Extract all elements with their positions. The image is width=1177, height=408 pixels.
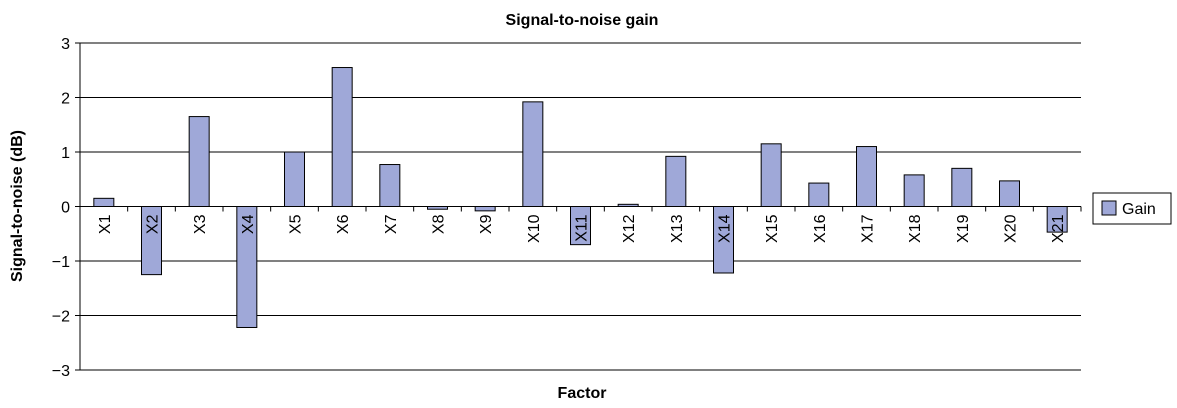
x-axis-title: Factor bbox=[558, 385, 607, 402]
y-tick-label-0: −3 bbox=[52, 363, 70, 380]
legend: Gain bbox=[1092, 192, 1172, 225]
bar-x16 bbox=[808, 182, 830, 208]
bar-x18 bbox=[903, 174, 925, 207]
bar-x6 bbox=[331, 67, 353, 208]
bar-x15 bbox=[760, 143, 782, 207]
x-tick-label-x15: X15 bbox=[764, 214, 781, 243]
x-tick-label-x14: X14 bbox=[717, 214, 734, 243]
x-tick-label-x18: X18 bbox=[907, 214, 924, 243]
x-tick-label-x8: X8 bbox=[431, 214, 448, 234]
bar-x17 bbox=[856, 146, 877, 208]
x-tick-label-x4: X4 bbox=[240, 214, 257, 234]
bar-x1 bbox=[93, 197, 115, 207]
y-axis-title: Signal-to-noise (dB) bbox=[9, 130, 26, 282]
x-tick-label-x10: X10 bbox=[526, 214, 543, 243]
axes bbox=[75, 42, 1082, 371]
x-tick-label-x13: X13 bbox=[669, 214, 686, 243]
bars bbox=[93, 67, 1068, 328]
x-tick-label-x11: X11 bbox=[574, 214, 591, 241]
x-tick-label-x3: X3 bbox=[192, 214, 209, 234]
y-tick-labels: −3 −2 −1 0 1 2 3 bbox=[52, 36, 70, 380]
y-tick-label-6: 3 bbox=[61, 36, 70, 53]
bar-x5 bbox=[284, 151, 305, 207]
x-tick-label-x2: X2 bbox=[145, 214, 162, 234]
bar-x13 bbox=[665, 155, 687, 207]
bar-x19 bbox=[951, 167, 973, 208]
x-tick-label-x1: X1 bbox=[97, 214, 114, 234]
x-tick-label-x21: X21 bbox=[1050, 214, 1067, 243]
bar-x7 bbox=[379, 164, 401, 208]
chart-title: Signal-to-noise gain bbox=[506, 12, 659, 29]
bar-x10 bbox=[522, 101, 544, 207]
x-tick-label-x19: X19 bbox=[955, 214, 972, 243]
x-tick-label-x17: X17 bbox=[860, 214, 877, 243]
y-tick-label-1: −2 bbox=[52, 309, 70, 326]
x-tick-label-x16: X16 bbox=[812, 214, 829, 243]
legend-swatch bbox=[1101, 200, 1117, 216]
x-tick-label-x12: X12 bbox=[621, 214, 638, 243]
bar-x20 bbox=[999, 180, 1020, 207]
x-tick-label-x9: X9 bbox=[478, 214, 495, 234]
x-tick-label-x6: X6 bbox=[335, 214, 352, 234]
y-tick-label-3: 0 bbox=[61, 200, 70, 217]
x-tick-label-x5: X5 bbox=[288, 214, 305, 234]
y-tick-label-2: −1 bbox=[52, 254, 70, 271]
y-tick-label-5: 2 bbox=[61, 91, 70, 108]
x-tick-label-x7: X7 bbox=[383, 214, 400, 234]
y-tick-label-4: 1 bbox=[61, 145, 70, 162]
x-tick-labels: X1 X2 X3 X4 X5 X6 X7 X8 X9 X10 X11 X12 X13 X14 X15 X16 X… bbox=[97, 214, 1067, 243]
x-tick-label-x20: X20 bbox=[1003, 214, 1020, 243]
legend-label: Gain bbox=[1122, 201, 1156, 218]
bar-x9 bbox=[474, 206, 496, 212]
bar-x3 bbox=[188, 116, 210, 207]
